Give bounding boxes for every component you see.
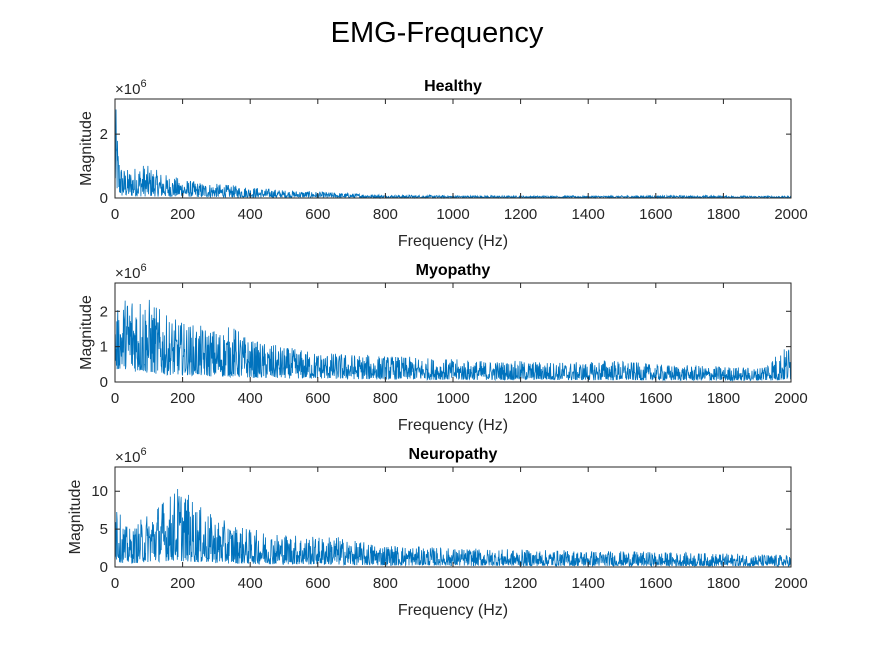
y-exponent-label: ×106 — [115, 262, 147, 282]
x-tick-label: 400 — [238, 575, 263, 592]
x-axis-label: Frequency (Hz) — [398, 233, 508, 250]
x-tick-label: 600 — [305, 575, 330, 592]
x-tick-label: 400 — [238, 390, 263, 407]
x-tick-label: 1200 — [504, 206, 537, 223]
x-tick-label: 1800 — [707, 390, 740, 407]
y-axis-label: Magnitude — [78, 295, 95, 370]
x-tick-label: 1200 — [504, 390, 537, 407]
y-exponent-label: ×106 — [115, 446, 147, 466]
x-tick-label: 1400 — [572, 575, 605, 592]
y-tick-label: 0 — [100, 559, 108, 576]
subplot-healthy: 0 200 400 600 800 1000 1200 1400 1600 1800 2000 0 2 H… — [78, 78, 808, 250]
x-tick-label: 2000 — [774, 206, 807, 223]
x-tick-label: 1800 — [707, 575, 740, 592]
x-tick-label: 2000 — [774, 390, 807, 407]
x-tick-label: 1000 — [436, 390, 469, 407]
x-tick-label: 400 — [238, 206, 263, 223]
x-tick-label: 600 — [305, 206, 330, 223]
x-tick-label: 800 — [373, 390, 398, 407]
y-tick-label: 0 — [100, 374, 108, 391]
y-axis-label: Magnitude — [67, 480, 84, 555]
x-tick-label: 1600 — [639, 575, 672, 592]
x-tick-label: 800 — [373, 206, 398, 223]
subplot-neuropathy: 0 200 400 600 800 1000 1200 1400 1600 1800 2000 0 5 1… — [67, 446, 808, 619]
y-tick-label: 5 — [100, 521, 108, 538]
y-tick-label: 0 — [100, 190, 108, 207]
x-tick-label: 1000 — [436, 575, 469, 592]
y-axis-label: Magnitude — [78, 111, 95, 186]
x-tick-label: 200 — [170, 206, 195, 223]
y-exponent-label: ×106 — [115, 78, 147, 98]
x-tick-label: 0 — [111, 390, 119, 407]
y-tick-label: 10 — [91, 483, 108, 500]
x-tick-label: 0 — [111, 575, 119, 592]
axes-background — [115, 99, 791, 198]
y-tick-label: 2 — [100, 303, 108, 320]
series-line-myopathy — [114, 299, 792, 382]
figure-title: EMG-Frequency — [331, 17, 544, 49]
x-tick-label: 600 — [305, 390, 330, 407]
x-tick-label: 1200 — [504, 575, 537, 592]
subplot-title: Healthy — [424, 78, 482, 95]
x-tick-label: 1000 — [436, 206, 469, 223]
x-tick-label: 1600 — [639, 390, 672, 407]
subplot-myopathy: 0 200 400 600 800 1000 1200 1400 1600 1800 2000 0 1 2… — [78, 262, 808, 434]
y-tick-label: 1 — [100, 339, 108, 356]
x-axis-label: Frequency (Hz) — [398, 602, 508, 619]
x-tick-label: 200 — [170, 575, 195, 592]
series-line-neuropathy — [114, 488, 792, 568]
x-tick-label: 1600 — [639, 206, 672, 223]
subplot-title: Neuropathy — [409, 446, 498, 463]
y-tick-label: 2 — [100, 126, 108, 143]
x-tick-label: 800 — [373, 575, 398, 592]
x-tick-label: 0 — [111, 206, 119, 223]
x-tick-label: 200 — [170, 390, 195, 407]
subplot-title: Myopathy — [416, 262, 491, 279]
x-tick-label: 1800 — [707, 206, 740, 223]
x-tick-label: 1400 — [572, 206, 605, 223]
x-tick-label: 2000 — [774, 575, 807, 592]
x-tick-label: 1400 — [572, 390, 605, 407]
x-axis-label: Frequency (Hz) — [398, 417, 508, 434]
